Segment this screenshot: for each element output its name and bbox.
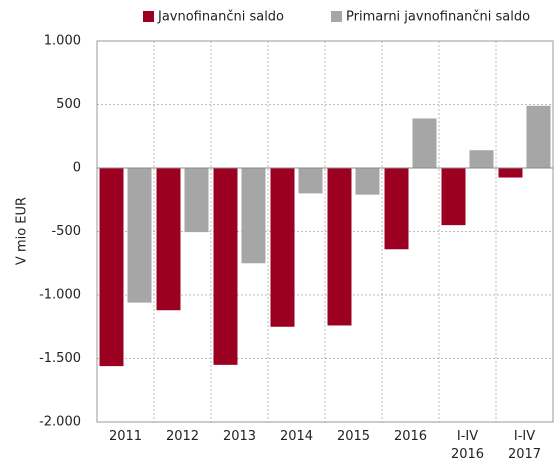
x-tick-label: I-IV 2017: [507, 429, 542, 462]
bar: [127, 168, 152, 303]
bar: [469, 150, 494, 168]
plot-frame: [96, 40, 554, 423]
y-tick-label: 500: [56, 97, 81, 112]
bar: [213, 168, 238, 365]
legend-label: Javnofinančni saldo: [157, 10, 284, 25]
bar: [99, 168, 124, 367]
y-axis-label: V mio EUR: [15, 197, 30, 265]
legend-swatch: [143, 11, 154, 22]
bar: [498, 168, 523, 178]
bar: [526, 105, 551, 168]
y-tick-label: -1.000: [39, 288, 81, 303]
y-tick-label: -2.000: [39, 415, 81, 430]
x-tick-label: 2016: [393, 429, 428, 444]
bar: [355, 168, 380, 195]
x-tick-label: 2013: [222, 429, 257, 444]
legend-swatch: [331, 11, 342, 22]
bar: [270, 168, 295, 327]
x-tick-label: 2015: [336, 429, 371, 444]
x-tick-label: 2011: [108, 429, 143, 444]
x-tick-label: I-IV 2016: [450, 429, 485, 462]
bar: [298, 168, 323, 194]
bar: [384, 168, 409, 250]
bar: [327, 168, 352, 326]
y-tick-label: -500: [51, 224, 81, 239]
bar: [184, 168, 209, 233]
bar: [156, 168, 181, 311]
y-tick-label: 1.000: [44, 34, 81, 49]
bar: [241, 168, 266, 264]
legend-label: Primarni javnofinančni saldo: [346, 10, 530, 25]
x-tick-label: 2012: [165, 429, 200, 444]
y-tick-label: -1.500: [39, 351, 81, 366]
bar: [412, 118, 437, 168]
bar: [441, 168, 466, 226]
y-tick-label: 0: [73, 161, 81, 176]
x-tick-label: 2014: [279, 429, 314, 444]
